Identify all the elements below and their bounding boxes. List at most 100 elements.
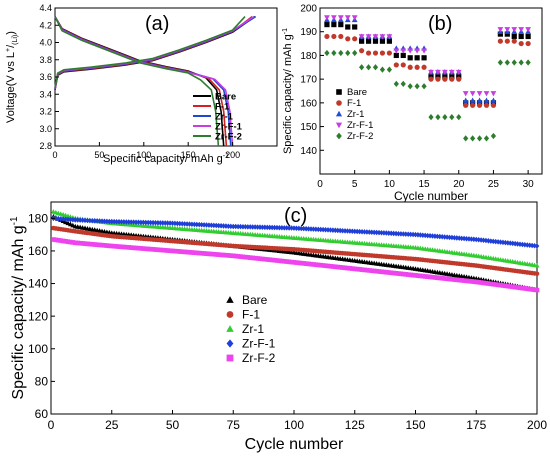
point-zr-f-1	[344, 15, 351, 21]
point-bare	[414, 55, 420, 61]
point-zr-f-1	[80, 217, 85, 224]
point-zr-f-2	[504, 59, 510, 66]
legend-marker-bare	[336, 89, 342, 95]
point-zr-f-2	[172, 248, 178, 254]
point-zr-f-1	[221, 223, 226, 229]
point-zr-f-2	[306, 261, 311, 267]
point-zr-f-1	[308, 226, 314, 232]
point-zr-f-2	[527, 286, 533, 292]
point-zr-f-2	[369, 268, 375, 273]
point-zr-f-1	[141, 219, 146, 226]
point-zr-f-2	[199, 250, 204, 256]
point-zr-f-2	[335, 264, 341, 270]
point-zr-f-1	[529, 242, 535, 249]
point-zr-f-1	[393, 230, 399, 237]
point-zr-f-1	[264, 224, 270, 231]
y-tick-label: 160	[300, 98, 317, 109]
x-tick-label: 20	[453, 179, 465, 190]
point-zr-f-2	[126, 245, 132, 250]
point-zr-f-1	[155, 220, 161, 226]
point-zr-f-1	[437, 233, 443, 240]
point-zr-f-1	[478, 237, 484, 243]
point-zr-f-1	[94, 218, 100, 224]
point-zr-f-2	[226, 253, 231, 258]
point-zr-f-2	[325, 263, 331, 269]
point-zr-f-2	[308, 261, 314, 267]
x-tick-label: 200	[225, 150, 240, 160]
point-zr-f-1	[495, 239, 501, 245]
point-zr-f-1	[511, 27, 518, 33]
point-zr-f-1	[488, 238, 494, 244]
point-f-1	[331, 33, 337, 40]
point-zr-f-1	[313, 226, 319, 233]
point-zr-1	[490, 97, 497, 103]
point-zr-f-2	[400, 80, 406, 88]
point-zr-f-1	[124, 219, 129, 225]
point-zr-f-2	[233, 253, 238, 259]
point-zr-f-1	[469, 91, 476, 97]
point-zr-f-2	[481, 280, 486, 286]
point-f-1	[497, 38, 503, 44]
point-zr-f-2	[114, 244, 119, 249]
x-tick-label: 0	[52, 150, 57, 160]
point-zr-f-2	[470, 135, 476, 142]
point-zr-f-2	[121, 244, 127, 250]
point-zr-f-2	[342, 265, 348, 271]
point-zr-f-2	[490, 281, 496, 287]
point-f-1	[414, 64, 420, 70]
point-zr-f-2	[421, 83, 427, 90]
point-zr-f-2	[196, 250, 202, 256]
point-zr-f-2	[294, 260, 299, 265]
point-zr-f-1	[243, 224, 248, 230]
point-zr-f-1	[235, 223, 241, 230]
point-zr-f-2	[228, 253, 234, 258]
point-zr-f-2	[511, 59, 517, 66]
point-zr-f-2	[379, 269, 384, 275]
legend-label-bare: Bare	[347, 87, 367, 98]
point-zr-f-1	[216, 222, 221, 229]
y-tick-label: 200	[300, 4, 317, 15]
legend-label-f-1: F-1	[347, 98, 361, 109]
point-zr-f-2	[92, 242, 98, 247]
point-zr-f-1	[367, 229, 372, 235]
point-zr-f-1	[347, 228, 353, 234]
point-zr-f-2	[213, 252, 219, 257]
point-zr-f-1	[476, 237, 481, 243]
point-zr-f-1	[119, 219, 124, 225]
point-zr-f-2	[158, 247, 163, 253]
x-tick-label: 30	[523, 179, 535, 190]
point-zr-f-1	[331, 15, 337, 21]
legend-marker-f-1	[336, 100, 342, 106]
point-zr-f-1	[133, 219, 139, 225]
point-zr-f-1	[209, 222, 214, 229]
point-zr-f-2	[352, 266, 358, 272]
point-zr-f-2	[85, 241, 90, 247]
panel-c-y-ticks: 60 80 100 120 140 160 180	[28, 212, 55, 421]
point-bare	[345, 24, 351, 30]
point-zr-f-1	[199, 222, 204, 228]
point-zr-f-1	[362, 229, 367, 235]
point-zr-f-1	[211, 222, 217, 229]
point-zr-f-2	[187, 249, 192, 255]
point-zr-f-1	[272, 224, 277, 231]
legend-label-zr-1: Zr-1	[347, 109, 364, 120]
point-f-1	[324, 33, 330, 40]
point-zr-f-2	[522, 286, 528, 291]
point-bare	[365, 38, 372, 44]
point-bare	[400, 52, 406, 59]
x-tick-label: 200	[527, 418, 547, 432]
point-zr-f-2	[267, 257, 272, 263]
point-bare	[518, 33, 524, 40]
point-bare	[386, 38, 392, 44]
point-zr-f-2	[170, 248, 175, 254]
point-zr-f-2	[162, 248, 168, 253]
point-zr-f-2	[420, 273, 426, 279]
point-zr-f-2	[359, 64, 365, 71]
point-zr-f-2	[255, 256, 260, 261]
point-zr-f-2	[257, 256, 263, 261]
point-zr-f-2	[364, 267, 370, 273]
point-zr-f-1	[196, 221, 202, 228]
point-zr-f-1	[175, 220, 180, 227]
point-zr-f-2	[204, 251, 209, 256]
